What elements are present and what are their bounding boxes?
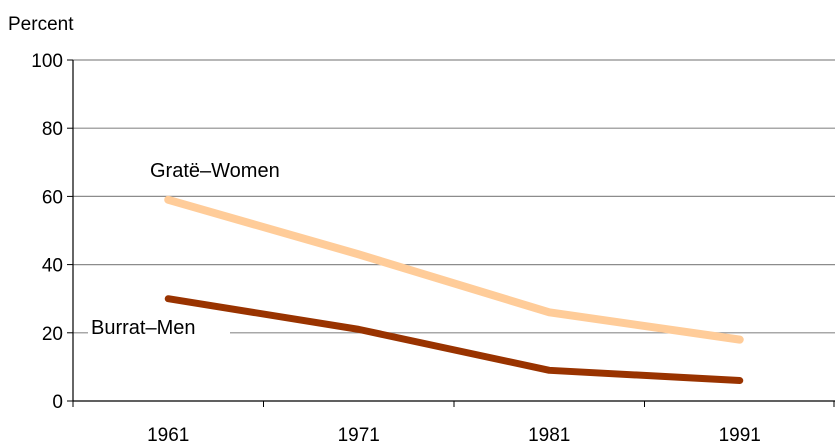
x-tick-label: 1981 bbox=[528, 425, 570, 446]
gridlines bbox=[73, 59, 835, 334]
y-tick-label: 100 bbox=[31, 51, 63, 72]
x-tick-label: 1991 bbox=[719, 425, 761, 446]
series-label-men: Burrat–Men bbox=[91, 317, 196, 339]
series-line-men bbox=[164, 295, 744, 385]
series-label-men-background bbox=[88, 316, 230, 342]
series-line-women bbox=[164, 195, 744, 344]
y-axis-label: Percent bbox=[8, 14, 74, 35]
series-lines bbox=[164, 195, 744, 385]
x-tick-label: 1971 bbox=[338, 425, 380, 446]
y-tick-label: 0 bbox=[52, 392, 63, 413]
y-tick-label: 80 bbox=[42, 119, 63, 140]
y-tick-label: 60 bbox=[42, 187, 63, 208]
x-tick-label: 1961 bbox=[147, 425, 189, 446]
x-axis-ticks: 1961 1971 1981 1991 bbox=[72, 401, 835, 446]
y-axis-ticks: 0 20 40 60 80 100 bbox=[31, 51, 73, 413]
y-tick-label: 20 bbox=[42, 324, 63, 345]
y-tick-label: 40 bbox=[42, 256, 63, 277]
series-label-women: Gratë–Women bbox=[150, 160, 280, 182]
